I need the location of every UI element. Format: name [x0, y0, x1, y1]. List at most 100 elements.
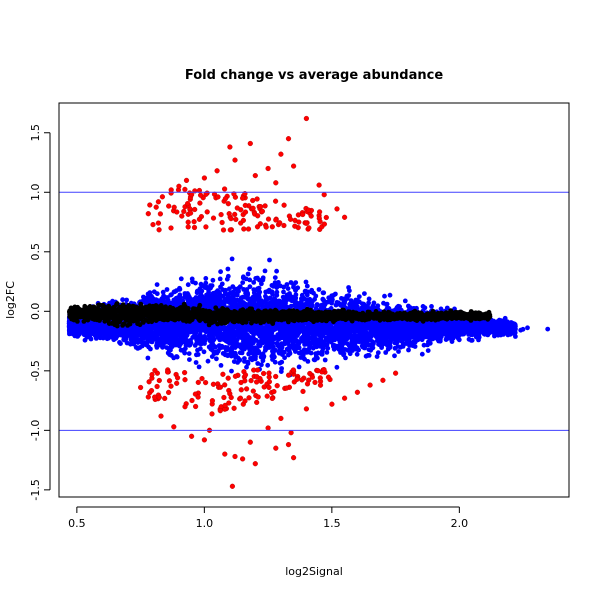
data-point-blue	[203, 276, 209, 281]
data-point-blue	[163, 295, 168, 300]
data-point-blue	[219, 281, 225, 287]
data-point-blue	[247, 277, 253, 283]
data-point-blue	[476, 337, 481, 343]
chart-title: Fold change vs average abundance	[185, 68, 443, 83]
data-point-blue	[375, 350, 381, 356]
data-point-blue	[299, 292, 305, 298]
data-point-blue	[255, 361, 261, 366]
data-point-blue	[187, 357, 192, 362]
data-point-blue	[296, 364, 302, 370]
data-point-blue	[88, 336, 94, 342]
data-point-blue	[196, 364, 202, 370]
data-point-blue	[513, 334, 518, 339]
data-point-blue	[254, 302, 260, 308]
data-point-blue	[229, 368, 234, 374]
data-point-blue	[387, 292, 393, 298]
data-point-blue	[160, 289, 166, 295]
data-point-blue	[178, 276, 184, 282]
data-point-blue	[203, 280, 209, 286]
data-point-blue	[545, 326, 551, 332]
data-point-blue	[240, 280, 246, 285]
data-point-blue	[120, 297, 125, 303]
data-point-blue	[272, 275, 278, 280]
data-point-blue	[145, 355, 151, 361]
data-point-blue	[314, 302, 320, 307]
data-point-blue	[282, 300, 288, 306]
data-point-blue	[274, 268, 279, 274]
data-point-blue	[296, 345, 302, 351]
data-point-blue	[334, 300, 340, 305]
data-point-blue	[270, 291, 275, 297]
data-point-blue	[402, 298, 408, 304]
data-point-blue	[225, 266, 231, 272]
data-point-blue	[259, 362, 264, 368]
data-point-blue	[111, 337, 117, 343]
data-point-blue	[240, 275, 246, 281]
data-point-blue	[195, 347, 200, 353]
data-point-blue	[302, 356, 307, 362]
data-point-blue	[444, 305, 450, 311]
data-point-blue	[218, 269, 224, 275]
data-point-blue	[218, 363, 224, 368]
data-point-blue	[525, 325, 530, 331]
data-point-blue	[346, 285, 351, 290]
data-point-blue	[154, 291, 160, 297]
data-point-blue	[248, 350, 254, 356]
data-point-blue	[356, 294, 362, 299]
data-point-blue	[303, 279, 309, 285]
data-point-blue	[287, 351, 293, 356]
data-point-blue	[285, 286, 291, 291]
data-point-blue	[246, 301, 252, 307]
data-point-blue	[384, 302, 389, 308]
data-point-blue	[287, 291, 292, 296]
data-point-blue	[518, 327, 524, 333]
data-point-blue	[168, 292, 174, 298]
data-point-blue	[193, 360, 199, 365]
data-point-blue	[406, 347, 411, 353]
data-point-blue	[228, 348, 234, 354]
data-point-blue	[267, 257, 272, 263]
data-point-blue	[366, 296, 372, 302]
data-point-blue	[229, 256, 235, 262]
data-point-blue	[259, 281, 264, 287]
data-point-blue	[249, 357, 255, 363]
data-point-blue	[244, 364, 249, 370]
data-point-blue	[354, 351, 360, 357]
data-point-blue	[304, 283, 310, 289]
data-point-blue	[247, 346, 253, 352]
data-point-blue	[361, 301, 367, 307]
data-point-blue	[247, 266, 253, 272]
data-point-blue	[282, 339, 288, 345]
data-point-blue	[251, 280, 257, 285]
data-point-blue	[280, 294, 286, 300]
data-point-blue	[260, 277, 266, 283]
data-point-blue	[214, 356, 219, 362]
data-point-blue	[201, 349, 207, 355]
data-point-blue	[187, 328, 193, 334]
data-point-blue	[325, 345, 331, 351]
data-point-blue	[419, 351, 425, 357]
data-point-blue	[210, 277, 216, 283]
data-point-blue	[146, 344, 152, 350]
data-point-blue	[298, 355, 304, 360]
data-point-blue	[164, 287, 170, 292]
data-point-blue	[223, 346, 229, 351]
data-point-blue	[143, 341, 148, 347]
data-point-blue	[334, 364, 340, 370]
data-point-blue	[302, 296, 308, 302]
data-point-blue	[214, 350, 220, 356]
data-point-blue	[231, 359, 237, 364]
data-point-blue	[247, 284, 253, 290]
data-point-blue	[190, 279, 195, 285]
data-point-blue	[425, 342, 430, 348]
data-point-blue	[217, 276, 223, 282]
data-point-blue	[265, 362, 271, 368]
data-point-blue	[316, 287, 322, 292]
data-point-blue	[262, 268, 268, 274]
data-point-blue	[362, 291, 367, 296]
data-point-blue	[154, 282, 160, 287]
data-point-blue	[272, 359, 278, 365]
data-point-blue	[93, 336, 99, 341]
data-point-blue	[281, 289, 286, 295]
